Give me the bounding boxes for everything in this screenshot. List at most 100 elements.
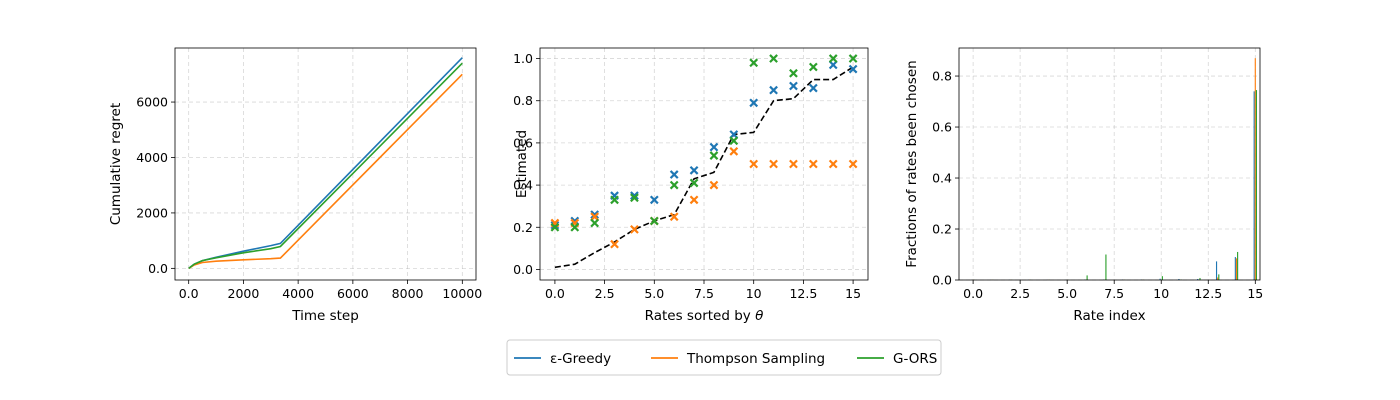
marker-stroke <box>749 58 759 68</box>
scatter-point <box>789 81 798 91</box>
x-tick-label: 7.5 <box>1104 286 1124 301</box>
regret-line-gors <box>188 62 463 270</box>
y-tick-label: 0.2 <box>513 220 533 235</box>
scatter-point <box>689 165 699 175</box>
x-tick-label: 12.5 <box>789 286 817 301</box>
marker-stroke <box>709 151 719 160</box>
regret-panel: 0.0 2000 4000 6000 8000 10000 0.0 2000 4000 6000 T… <box>108 47 482 324</box>
marker-stroke <box>669 180 679 190</box>
marker-stroke <box>550 222 560 232</box>
x-tick-label: 8000 <box>392 286 424 301</box>
estimated-rates-panel: 0.0 2.5 5.0 7.5 10 12.5 15 0.0 0.2 0.4 0.6 0.8 1.0 Ra… <box>513 47 869 324</box>
scatter-point <box>808 62 818 72</box>
legend: ε-Greedy Thompson Sampling G-ORS <box>506 339 942 376</box>
x-axis-label: Time step <box>291 308 359 324</box>
regret-line-thompsonsampling <box>188 73 463 270</box>
scatter-point <box>689 178 699 188</box>
y-tick-label: 0.4 <box>932 171 952 186</box>
regret-line-greedy <box>188 57 463 270</box>
y-tick-label: 0.0 <box>513 262 533 277</box>
scatter-point <box>550 220 560 230</box>
bar <box>1255 90 1257 280</box>
marker-stroke <box>649 216 659 226</box>
scatter-point <box>649 195 659 205</box>
scatter-point <box>848 54 858 63</box>
scatter-point <box>689 195 699 205</box>
marker-stroke <box>789 68 798 78</box>
x-tick-label: 5.0 <box>1057 286 1077 301</box>
x-tick-label: 6000 <box>337 286 369 301</box>
x-tick-label: 10 <box>1153 286 1169 301</box>
marker-stroke <box>749 159 759 169</box>
legend-frame <box>506 339 942 376</box>
marker-stroke <box>709 180 719 190</box>
x-tick-label: 10 <box>746 286 762 301</box>
y-tick-label: 0.8 <box>513 93 533 108</box>
y-tick-label: 0.0 <box>932 273 952 288</box>
y-tick-label: 0.6 <box>932 120 952 135</box>
legend-label: Thompson Sampling <box>686 351 825 367</box>
scatter-point <box>669 170 679 179</box>
scatter-point <box>749 58 759 68</box>
marker-stroke <box>808 62 818 72</box>
x-tick-label: 5.0 <box>644 286 664 301</box>
scatter-point <box>769 85 778 95</box>
axes-frame <box>174 47 477 281</box>
bar <box>1199 277 1201 280</box>
scatter-point <box>709 180 719 190</box>
marker-stroke <box>808 159 818 169</box>
bar <box>1161 276 1163 280</box>
bar <box>1217 277 1219 280</box>
y-tick-label: 1.0 <box>513 51 533 66</box>
x-tick-label: 0.0 <box>963 286 983 301</box>
y-tick-label: 2000 <box>136 205 168 220</box>
marker-stroke <box>689 195 699 205</box>
marker-stroke <box>789 159 798 169</box>
x-tick-label: 4000 <box>282 286 314 301</box>
scatter-point <box>630 193 639 203</box>
marker-stroke <box>789 81 798 91</box>
x-tick-label: 0.0 <box>179 286 199 301</box>
marker-stroke <box>689 165 699 175</box>
x-tick-label: 10000 <box>442 286 482 301</box>
marker-stroke <box>769 85 778 95</box>
scatter-point <box>709 142 719 152</box>
bar <box>1254 58 1256 281</box>
scatter-point <box>630 191 639 201</box>
y-tick-label: 0.4 <box>513 178 533 193</box>
marker-stroke <box>848 64 858 74</box>
marker-stroke <box>610 195 619 205</box>
scatter-point <box>669 212 679 222</box>
scatter-point <box>630 225 639 234</box>
bar <box>1197 278 1199 280</box>
y-tick-label: 0.6 <box>513 135 533 150</box>
scatter-point <box>828 159 838 169</box>
scatter-point <box>709 151 719 160</box>
marker-stroke <box>848 54 858 63</box>
x-axis-label-text: Rates sorted by <box>645 308 755 324</box>
marker-stroke <box>769 54 778 63</box>
x-axis-label-symbol: θ <box>755 308 763 324</box>
marker-stroke <box>630 225 639 234</box>
bar <box>1105 254 1107 280</box>
axes-frame <box>958 47 1261 281</box>
marker-stroke <box>590 218 600 228</box>
y-axis-label: Estimated <box>514 130 530 198</box>
scatter-point <box>828 54 838 63</box>
scatter-point <box>550 222 560 232</box>
marker-stroke <box>828 159 838 169</box>
marker-stroke <box>669 170 679 179</box>
marker-stroke <box>689 178 699 188</box>
legend-label: ε-Greedy <box>550 351 611 367</box>
scatter-point <box>570 222 580 232</box>
scatter-point <box>769 54 778 63</box>
marker-stroke <box>610 239 619 249</box>
scatter-point <box>729 136 739 146</box>
scatter-point <box>749 159 759 169</box>
scatter-point <box>729 146 739 156</box>
marker-stroke <box>848 159 858 169</box>
scatter-point <box>808 83 818 93</box>
scatter-point <box>590 210 600 219</box>
scatter-point <box>789 68 798 78</box>
